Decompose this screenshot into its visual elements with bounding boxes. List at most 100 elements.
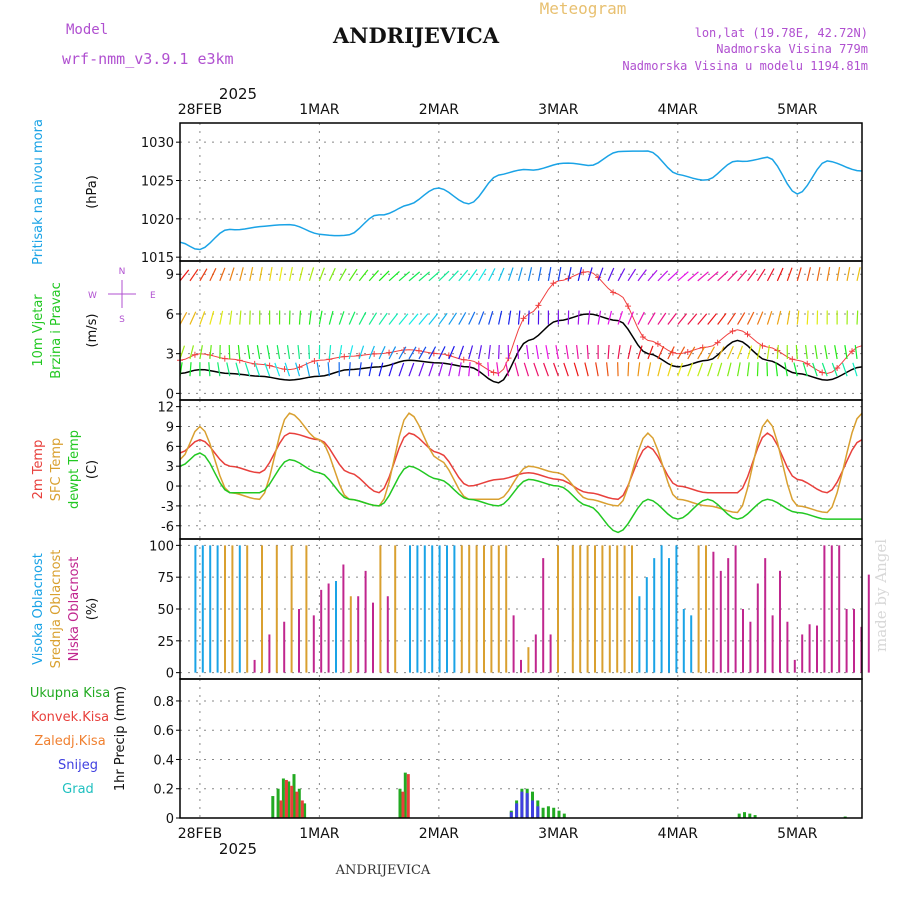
wind-barb (587, 310, 591, 325)
wind-barb (418, 271, 431, 282)
wind-barb (517, 310, 521, 325)
wind-barb (821, 362, 828, 377)
wind-barb (677, 271, 689, 282)
wind-barb (776, 267, 784, 282)
wind-barb (328, 267, 336, 282)
wind-barb (408, 313, 419, 325)
wind-barb (707, 313, 717, 325)
wind-barb (707, 362, 713, 377)
wind-barb (527, 267, 533, 281)
panel-title: Srednja Oblacnost (49, 550, 64, 669)
series-line-sfc-temp (179, 412, 863, 514)
wind-barb (348, 362, 351, 377)
y-tick-label: 50 (157, 603, 174, 618)
wind-barb (637, 269, 647, 282)
lonlat-label: lon,lat (19.78E, 42.72N) (695, 26, 868, 40)
precip-bar-total (292, 774, 296, 818)
gust-marker (834, 365, 841, 372)
wind-barb (488, 310, 494, 325)
wind-barb (408, 346, 417, 360)
wind-barb (428, 362, 434, 377)
wind-barb (553, 362, 559, 377)
y-tick-label: 0.6 (153, 724, 174, 739)
wind-barb (438, 312, 448, 325)
panel-title: 2m Temp (31, 440, 46, 500)
wind-barb (209, 310, 215, 325)
wind-barb (189, 345, 195, 360)
wind-barb (254, 362, 261, 377)
wind-barb (305, 362, 311, 377)
wind-barb (697, 346, 706, 360)
wind-barb (806, 267, 812, 281)
wind-barb (428, 271, 440, 282)
wind-barb (824, 345, 828, 360)
wind-barb (786, 267, 793, 282)
precip-bar-total (753, 815, 757, 818)
y-tick-label: 1030 (141, 136, 174, 151)
wind-barb (617, 268, 626, 282)
precip-bar-total (398, 788, 402, 818)
wind-barb (328, 310, 334, 325)
wind-barb (533, 362, 539, 377)
wind-barb (563, 362, 569, 377)
panel-frame (179, 538, 863, 680)
wind-barb (507, 310, 512, 325)
wind-barb (327, 362, 330, 377)
wind-barb (505, 362, 510, 377)
wind-barb (189, 268, 199, 282)
day-label-top: 28FEB (178, 102, 222, 118)
wind-barb (584, 362, 589, 377)
wind-barb (667, 346, 675, 360)
wind-barb (318, 267, 325, 282)
day-label-top: 2MAR (419, 102, 460, 118)
compass-south: S (119, 315, 125, 325)
wind-barb (617, 311, 624, 325)
y-tick-label: 3 (166, 348, 174, 363)
precip-legend-item: Zaledj.Kisa (34, 734, 105, 749)
series-line-mslp (179, 150, 863, 251)
wind-barb (478, 311, 485, 325)
wind-barb (766, 268, 775, 282)
y-tick-label: 0 (166, 812, 174, 827)
wind-barb (667, 270, 679, 282)
wind-barb (687, 346, 696, 360)
gust-marker (460, 356, 467, 363)
wind-barb (244, 362, 251, 377)
precip-bar-total (546, 806, 550, 818)
year-top: 2025 (219, 85, 257, 103)
precip-bar-total (276, 788, 280, 818)
y-tick-label: 0 (166, 480, 174, 495)
footer-station: ANDRIJEVICA (335, 863, 431, 878)
wind-barb (657, 312, 667, 325)
panel-title: Brzina i Pravac (49, 282, 64, 379)
panel-title: SFC Temp (49, 438, 64, 502)
wind-barb (535, 345, 540, 360)
wind-barb (438, 346, 446, 360)
wind-barb (497, 344, 500, 359)
wind-barb (717, 270, 729, 282)
model-elevation-label: Nadmorska Visina u modelu 1194.81m (622, 59, 868, 73)
wind-barb (378, 270, 390, 282)
wind-barb (746, 362, 750, 377)
wind-barb (826, 266, 831, 281)
wind-barb (697, 313, 708, 325)
wind-barb (368, 270, 379, 282)
wind-barb (756, 345, 762, 360)
gust-marker (341, 353, 348, 360)
wind-barb (348, 311, 356, 325)
wind-barb (727, 345, 734, 360)
wind-barb (577, 267, 583, 281)
wind-barb (657, 362, 662, 377)
wind-barb (627, 268, 637, 282)
wind-barb (697, 362, 704, 377)
precip-legend-item: Grad (62, 782, 94, 797)
y-tick-label: 1020 (141, 213, 174, 228)
wind-barb (208, 362, 211, 377)
precip-bar-snow (531, 800, 534, 818)
wind-barb (607, 344, 610, 360)
wind-barb (841, 362, 848, 377)
wind-barb (587, 267, 593, 282)
wind-barb (657, 270, 669, 282)
wind-barb (647, 362, 652, 377)
y-tick-label: -6 (161, 520, 174, 535)
